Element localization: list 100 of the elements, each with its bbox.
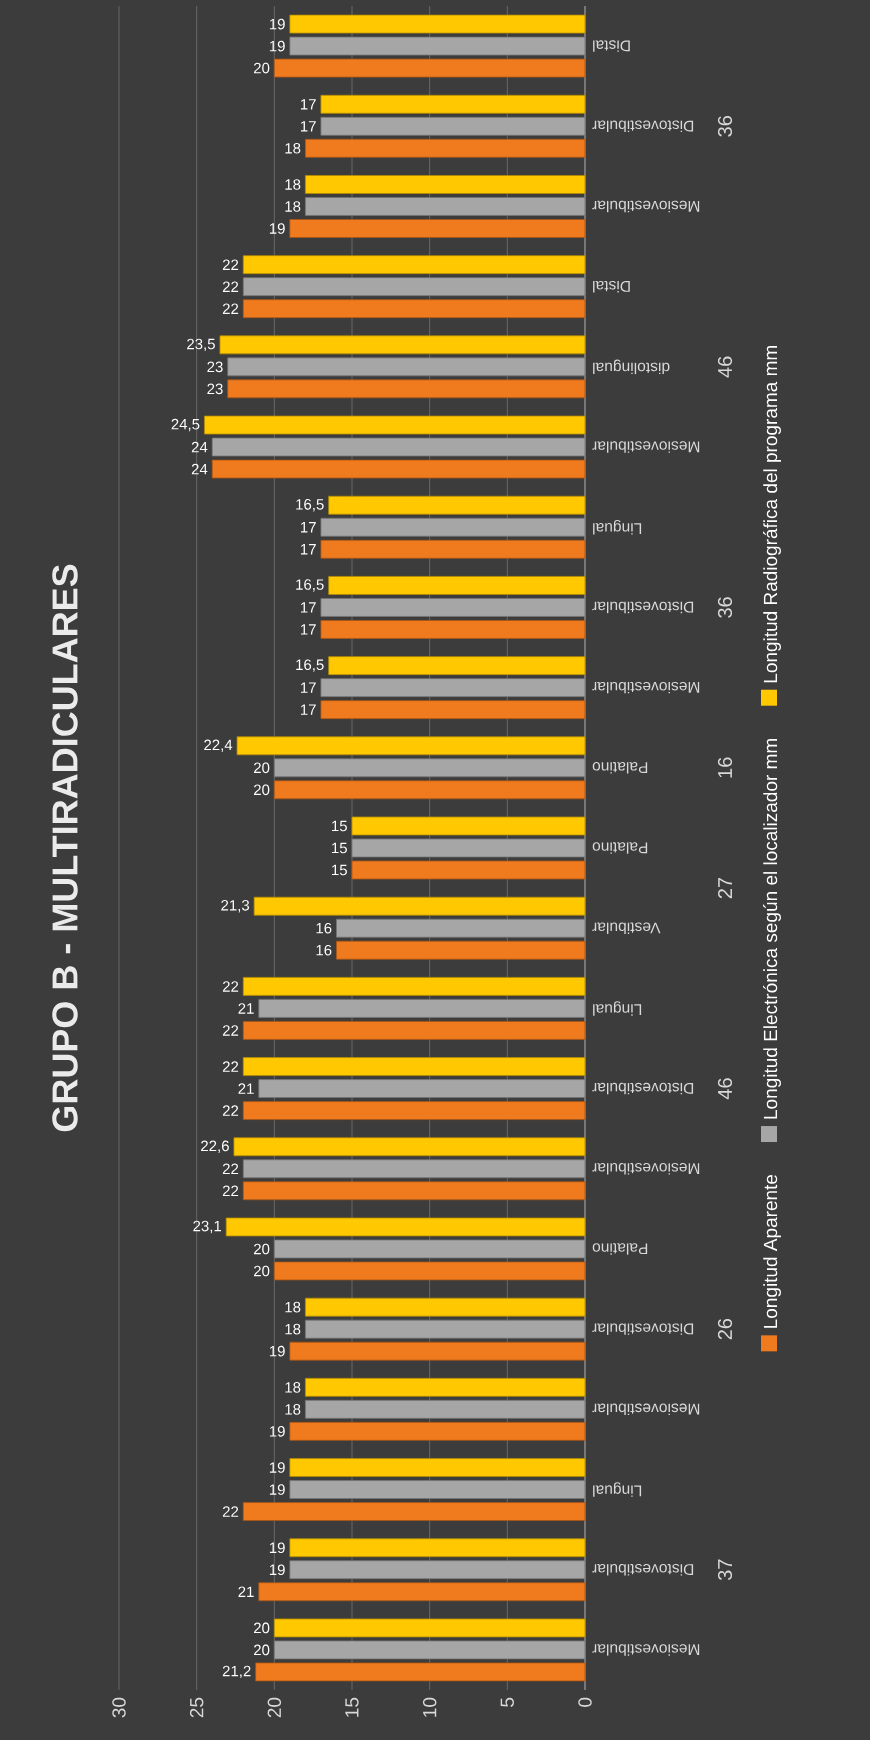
data-label: 20 <box>254 1644 270 1656</box>
data-label: 21 <box>238 1083 254 1094</box>
bar <box>242 255 586 275</box>
bar <box>328 495 586 515</box>
bar <box>289 14 586 34</box>
y-tick-label: Palatino <box>592 1243 648 1255</box>
text: Longitud Aparente <box>763 1174 781 1328</box>
data-label: 23,5 <box>187 338 215 352</box>
data-label: 16,5 <box>296 579 324 592</box>
y-tick-label: Lingual <box>593 519 642 535</box>
bar <box>242 1181 586 1201</box>
data-label: 22 <box>222 259 239 270</box>
bar <box>305 175 586 194</box>
x-tick-label: 15 <box>345 1697 359 1717</box>
bar <box>289 219 586 238</box>
bar <box>242 1101 586 1120</box>
y-tick-label: Vestibular <box>592 922 661 934</box>
data-label: 17 <box>300 522 316 533</box>
data-label: 17 <box>300 99 316 110</box>
data-label: 22 <box>222 981 239 992</box>
data-label: 23 <box>207 361 223 373</box>
data-label: 22 <box>222 1025 239 1036</box>
y-tick-label: Distovestibular <box>592 1323 694 1335</box>
data-label: 16,5 <box>296 659 324 672</box>
data-label: 24,5 <box>171 418 200 432</box>
bar <box>242 1020 586 1040</box>
y-tick-label: Distovestibular <box>592 1082 694 1095</box>
data-label: 20 <box>254 1622 270 1634</box>
data-label: 15 <box>332 842 347 854</box>
data-label: 17 <box>300 682 316 693</box>
x-tick-label: 30 <box>112 1697 126 1718</box>
data-label: 18 <box>285 201 301 212</box>
bar <box>320 539 586 559</box>
y-tick-label: Mesiovestibular <box>592 681 700 694</box>
bar <box>236 736 586 756</box>
bar <box>225 1217 586 1237</box>
data-label: 21 <box>238 1586 254 1597</box>
text: 46 <box>717 356 733 378</box>
y-tick-label: Palatino <box>592 842 648 854</box>
data-label: 20 <box>254 762 270 774</box>
y-tick-label: Distal <box>593 280 630 293</box>
data-label: 22 <box>222 1163 239 1175</box>
bar <box>242 299 586 319</box>
bar <box>351 816 586 836</box>
y-tick-label: Palatino <box>592 762 648 774</box>
text: GRUPO B - MULTIRADICULARES <box>52 564 78 1132</box>
y-tick-label: Distal <box>593 40 630 52</box>
text: Longitud Radiográfica del programa mm <box>763 346 781 683</box>
bar <box>289 1341 586 1361</box>
x-tick-label: 20 <box>267 1697 282 1718</box>
bar <box>273 1261 586 1281</box>
text: 37 <box>717 1559 733 1581</box>
data-label: 17 <box>300 704 316 715</box>
data-label: 23,1 <box>193 1220 222 1234</box>
data-label: 24 <box>191 441 208 453</box>
data-label: 22 <box>222 1061 239 1072</box>
bar <box>320 620 586 639</box>
text: 27 <box>718 877 732 899</box>
data-label: 18 <box>285 1323 301 1335</box>
data-label: 19 <box>269 1426 285 1437</box>
bar <box>233 1137 586 1157</box>
bar <box>305 1377 586 1397</box>
data-label: 19 <box>269 1484 285 1495</box>
data-label: 17 <box>300 602 316 613</box>
text: 16 <box>717 757 733 778</box>
data-label: 17 <box>300 624 316 635</box>
data-label: 18 <box>285 1404 301 1415</box>
bar <box>211 459 586 479</box>
bar <box>289 1458 586 1477</box>
bar <box>273 58 586 78</box>
bar <box>351 860 586 880</box>
x-tick-label: 5 <box>500 1697 514 1707</box>
data-label: 20 <box>254 1243 270 1255</box>
bar <box>320 700 586 720</box>
bar <box>305 138 586 158</box>
data-label: 22,4 <box>204 739 233 753</box>
data-label: 24 <box>191 463 208 475</box>
bar <box>242 1502 586 1521</box>
bar <box>336 940 586 960</box>
bar <box>242 976 586 996</box>
y-tick-label: Distovestibular <box>592 1564 694 1576</box>
text: 26 <box>717 1318 733 1340</box>
data-label: 19 <box>269 1564 285 1576</box>
bar <box>289 1421 586 1441</box>
data-label: 19 <box>269 1345 285 1357</box>
bar <box>255 1662 586 1682</box>
x-tick-label: 0 <box>578 1697 592 1707</box>
data-label: 19 <box>269 223 285 234</box>
data-label: 18 <box>285 179 301 190</box>
y-tick-label: Mesiovestibular <box>592 441 700 453</box>
bar <box>273 780 586 800</box>
y-tick-label: Lingual <box>593 1482 642 1497</box>
bar <box>204 415 586 435</box>
bar <box>227 379 586 399</box>
data-label: 19 <box>269 1542 285 1554</box>
data-label: 19 <box>269 18 285 30</box>
y-tick-label: Mesiovestibular <box>592 1403 700 1416</box>
y-tick-label: Lingual <box>593 1001 642 1016</box>
text: 36 <box>717 116 733 137</box>
bar <box>219 335 586 355</box>
